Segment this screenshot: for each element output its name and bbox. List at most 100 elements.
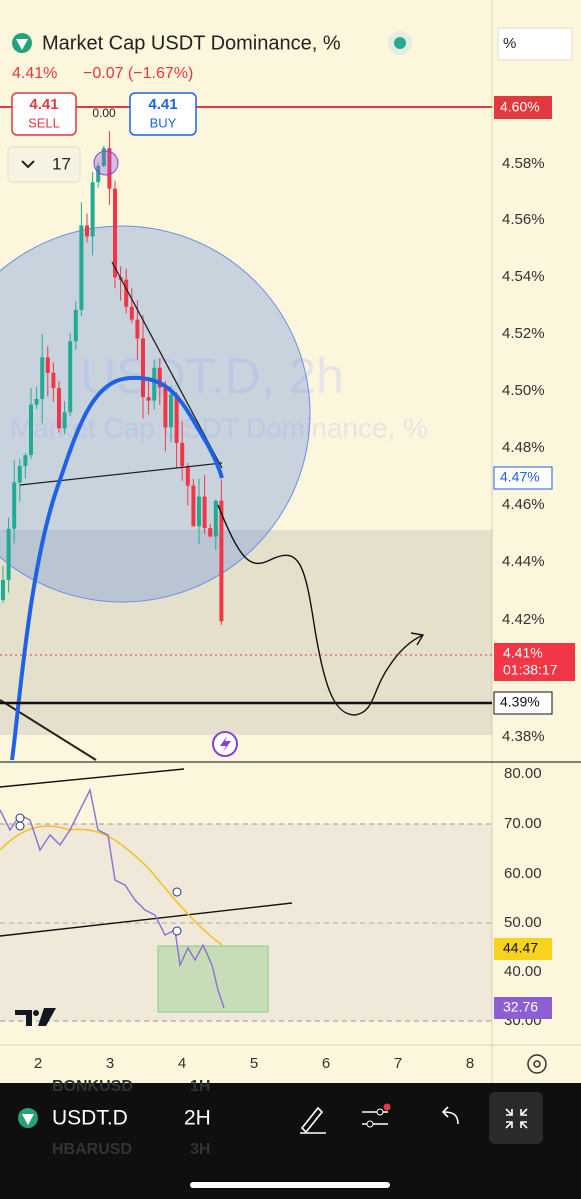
sell-button[interactable] [11, 92, 77, 136]
indicator-count: 17 [52, 154, 71, 173]
candle-body [51, 372, 56, 389]
alert-tag [494, 96, 552, 119]
price-tick-label: 4.58% [502, 155, 545, 172]
candle-body [191, 485, 196, 527]
trend-line [111, 261, 223, 469]
candle-body [17, 465, 22, 483]
ma-tag [493, 466, 553, 490]
rsi-tag [494, 997, 552, 1019]
replay-icon[interactable] [93, 150, 119, 176]
time-tick-label: 2 [34, 1055, 42, 1072]
candle-body [124, 279, 129, 307]
signal-tag-label: 44.47 [503, 940, 538, 956]
scale-mode-label: % [503, 35, 516, 52]
notification-dot [383, 1103, 391, 1111]
candle-body [208, 528, 213, 537]
candle-body [197, 496, 201, 527]
watchlist-interval: 1H [190, 1078, 210, 1095]
rsi-trend-line [0, 902, 293, 937]
rsi-tick-label: 80.00 [504, 765, 542, 782]
last-price: 4.41% [12, 65, 57, 82]
chevron [21, 160, 35, 169]
price-axis: 4.58% 4.56% 4.54% 4.52% 4.50% 4.48% 4.46% 4.44%… [502, 155, 545, 745]
signal-tag [494, 938, 552, 960]
projection-drawing [217, 504, 425, 716]
candle-body [1, 579, 5, 600]
time-tick-label: 5 [250, 1055, 258, 1072]
candle-body [113, 188, 117, 278]
indicator-knob [376, 1108, 384, 1116]
price-tick-label: 4.52% [502, 325, 545, 342]
watchlist-symbol: BONKUSD [52, 1078, 133, 1095]
settings-icon[interactable] [527, 1054, 547, 1074]
rsi-marker [15, 821, 25, 831]
price-tick-label: 4.38% [502, 728, 545, 745]
level-tag [493, 691, 553, 715]
candle-body [96, 165, 101, 183]
ma-tag-label: 4.47% [500, 469, 540, 485]
rsi-marker [15, 813, 25, 823]
candle-body [12, 482, 17, 529]
draw-tool[interactable] [300, 1106, 326, 1134]
rsi-tick-label: 50.00 [504, 914, 542, 931]
rsi-tick-label: 70.00 [504, 815, 542, 832]
rsi-tick-label: 40.00 [504, 963, 542, 980]
candle-body [101, 148, 106, 166]
logo-mark [22, 1114, 34, 1125]
candle-body [45, 357, 50, 373]
price-tick-label: 4.46% [502, 496, 545, 513]
fullscreen-icon [505, 1108, 528, 1129]
candle-body [141, 338, 145, 398]
candle-body [129, 306, 134, 320]
price-tick-label: 4.44% [502, 553, 545, 570]
price-tick-label: 4.54% [502, 268, 545, 285]
symbol-title[interactable]: Market Cap USDT Dominance, % [42, 32, 341, 54]
buy-label: BUY [150, 115, 177, 130]
indicator-tool[interactable] [362, 1111, 388, 1125]
undo[interactable] [441, 1106, 459, 1125]
candle-body [57, 388, 61, 429]
candle-body [34, 398, 39, 405]
candle-body [157, 367, 162, 388]
rsi-marker [172, 887, 182, 897]
alert-tag-label: 4.60% [500, 99, 540, 115]
indicators-toggle[interactable] [7, 146, 81, 183]
candle-body [174, 394, 179, 443]
time-tick-label: 4 [178, 1055, 186, 1072]
price-tick-label: 4.56% [502, 211, 545, 228]
moving-average [10, 375, 224, 761]
spread: 0.00 [92, 106, 116, 120]
sell-price: 4.41 [29, 96, 58, 113]
candle-body [213, 500, 218, 537]
time-tick-label: 8 [466, 1055, 474, 1072]
last-tag [494, 643, 575, 681]
rsi-tick-label: 60.00 [504, 865, 542, 882]
toolbar-interval[interactable]: 2H [184, 1107, 211, 1130]
time-tick-label: 6 [322, 1055, 330, 1072]
time-axis: 2 3 4 5 6 7 8 [34, 1055, 474, 1072]
candle-body [85, 225, 89, 237]
watchlist-symbol: HBARUSD [52, 1141, 132, 1158]
lightning [220, 736, 231, 752]
logo-mark [16, 39, 28, 50]
candle-body [169, 394, 173, 428]
trend-line [19, 462, 223, 486]
candle-body [135, 319, 140, 339]
candle-body [23, 455, 28, 466]
price-tick-label: 4.42% [502, 611, 545, 628]
rsi-tag-label: 32.76 [503, 999, 538, 1015]
rsi-box [157, 945, 269, 1013]
price-change: −0.07 (−1.67%) [83, 65, 193, 82]
fullscreen-button[interactable] [489, 1092, 543, 1144]
buy-price: 4.41 [148, 96, 177, 113]
rsi-line [0, 787, 225, 1009]
scale-mode[interactable] [497, 27, 573, 61]
buy-button[interactable] [129, 92, 197, 136]
toolbar-symbol[interactable]: USDT.D [52, 1107, 128, 1130]
candle-body [180, 442, 185, 467]
price-tick-label: 4.50% [502, 382, 545, 399]
market-status-dot [394, 37, 406, 49]
rsi-marker [172, 926, 182, 936]
indicator-knob [366, 1120, 374, 1128]
